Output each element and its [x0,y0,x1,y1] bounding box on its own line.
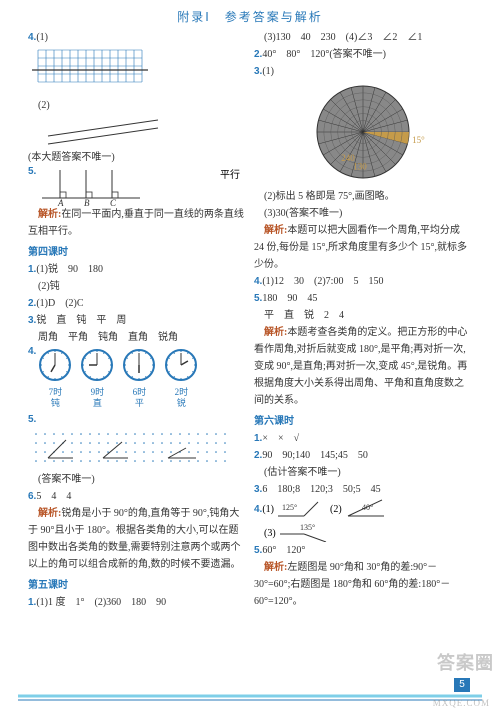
s4-analysis-label: 解析: [38,508,61,519]
s5q3-sub3: (3)30(答案不唯一) [254,205,472,222]
right-column: (3)130 40 230 (4)∠3 ∠2 ∠1 2.40° 80° 120°… [250,29,476,611]
q4-sub1: (1) [36,32,48,43]
s4q4-num: 4. [28,346,36,357]
s5q1c: (3)130 40 230 (4)∠3 ∠2 ∠1 [254,29,472,46]
perpendicular-figure: A B C [36,166,146,206]
q4-sub2: (2) [38,100,50,111]
left-column: 4. (1) (2) (本大题答案不唯一) 5. A B C 平行 [24,29,250,611]
s5q4-text: (1)12 30 (2)7:00 5 150 [262,276,383,287]
grid-figure [28,46,158,92]
s5q5-analysis: 本题考查各类角的定义。把正方形的中心看作周角,对折后就变成 180°,是平角;再… [254,327,467,406]
s4q2-text: (1)D (2)C [36,298,83,309]
page-header: 附录Ⅰ 参考答案与解析 [0,0,500,29]
svg-text:15°: 15° [412,135,425,145]
q5-right: 平行 [220,166,246,181]
section6-title: 第六课时 [254,413,472,430]
s6q4-sub1: (1) [262,504,274,515]
watermark: 答案圈 [437,649,494,675]
s6q4-sub3: (3) [254,524,276,539]
s4q3-l2: 周角 平角 钝角 直角 锐角 [28,329,246,346]
s4q3-text: 锐 直 钝 平 周 [36,315,126,326]
s6q1-text: × × √ [262,433,299,444]
s6q2-l2: (估计答案不唯一) [254,464,472,481]
section5-title: 第五课时 [28,577,246,594]
svg-text:130: 130 [353,161,367,171]
q5-analysis: 在同一平面内,垂直于同一直线的两条直线互相平行。 [28,209,244,237]
svg-text:C: C [110,198,117,206]
clock-row: 7时钝9时直6时平2时锐 [36,346,204,409]
s6q5-text: 60° 120° [262,545,305,556]
s5q5-analysis-label: 解析: [264,327,287,338]
angle-125: 125° [274,498,320,520]
section4-title: 第四课时 [28,244,246,261]
svg-text:135°: 135° [300,523,315,532]
s5q5-l2: 平 直 锐 2 4 [254,307,472,324]
s4q1-l1: (1)锐 90 180 [36,264,103,275]
q5-num: 5. [28,166,36,177]
angle-40: 40° [342,498,388,520]
s4q5-note: (答案不唯一) [38,474,95,485]
page-number: 5 [454,678,470,692]
s5q3-analysis-label: 解析: [264,225,287,236]
protractor-pie: 24015°130 [298,80,428,185]
s4q1-l2: (2)钝 [28,278,246,295]
q4-note: (本大题答案不唯一) [28,152,115,163]
svg-text:40°: 40° [362,503,373,512]
s6q2-l1: 90 90;140 145;45 50 [262,450,368,461]
dots-figure [28,428,228,468]
s6q5-analysis-label: 解析: [264,562,287,573]
parallel-lines-figure [28,114,168,146]
s6q3-text: 6 180;8 120;3 50;5 45 [262,484,380,495]
bottom-border [18,694,482,702]
content: 4.(1) (2) (本大题答案不唯一) 5. A B C 平行 [0,29,500,611]
s5q2-text: 40° 80° 120°(答案不唯一) [262,49,386,60]
angle-135: 135° [276,520,332,542]
s4q5-num: 5. [28,414,36,425]
s5q3-sub2: (2)标出 5 格即是 75°,画图略。 [254,188,472,205]
svg-text:A: A [57,198,64,206]
svg-text:125°: 125° [282,503,297,512]
s5q1-text: (1)1 度 1° (2)360 180 90 [36,597,166,608]
s4q6-text: 5 4 4 [36,491,71,502]
s5q5-l1: 180 90 45 [262,293,317,304]
q5-analysis-label: 解析: [38,209,61,220]
s5q3-sub1: (1) [262,66,274,77]
svg-text:B: B [84,198,90,206]
s6q4-num: 4. [254,504,262,515]
watermark-url: MXQE.COM [433,698,490,708]
s6q4-sub2: (2) [330,504,342,515]
